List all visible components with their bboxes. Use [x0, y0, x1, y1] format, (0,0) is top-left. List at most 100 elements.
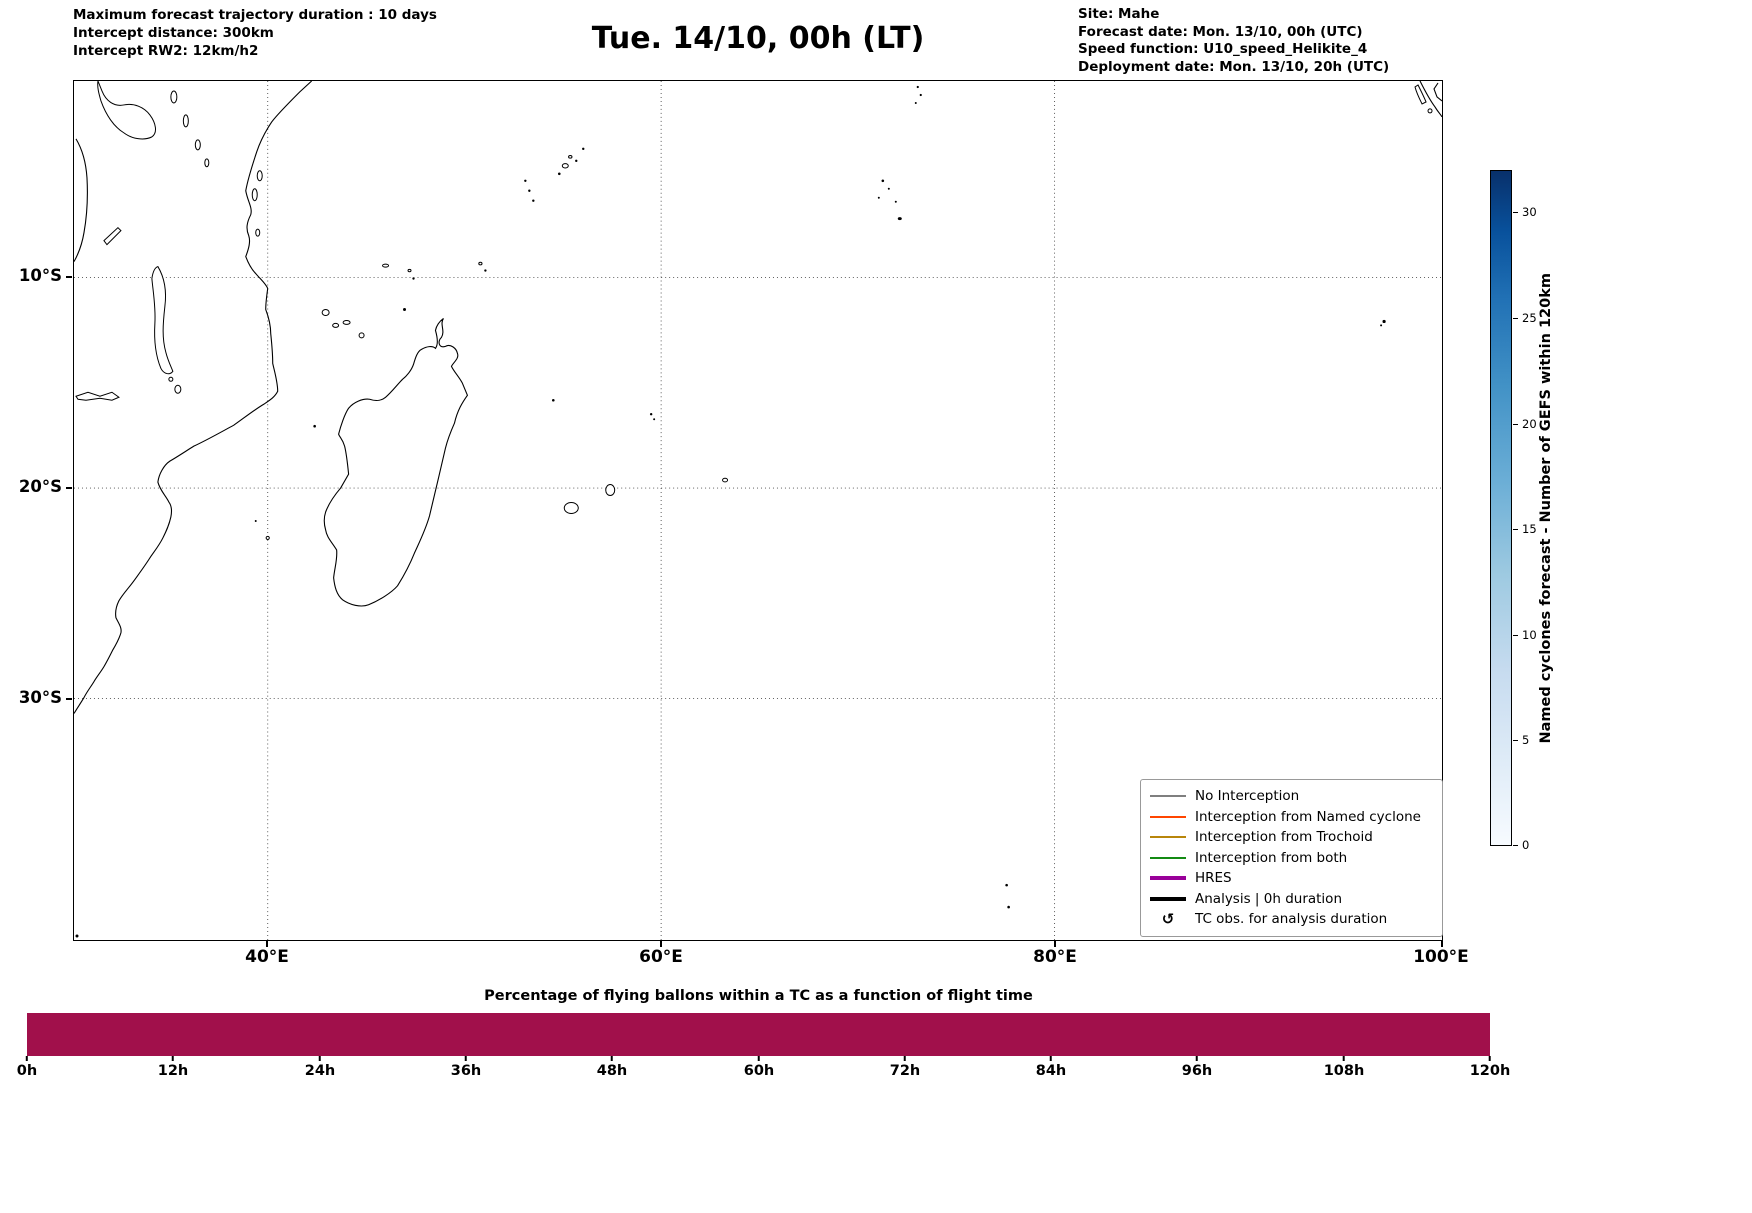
mayotte-island [358, 332, 365, 339]
colorbar-label: Named cyclones forecast - Number of GEFS… [1538, 272, 1554, 744]
bottom-tick: 120h [1469, 1056, 1511, 1079]
lake-tanganyika-shore [74, 138, 88, 262]
lake-chilwa [174, 384, 182, 394]
y-tick-mark [66, 487, 72, 489]
chagos-island [894, 200, 897, 203]
legend-item-label: No Interception [1195, 788, 1300, 805]
x-tick-label: 80°E [1033, 947, 1077, 967]
max-duration-text: Maximum forecast trajectory duration : 1… [73, 7, 437, 23]
colorbar-tick-label: 5 [1522, 733, 1530, 747]
x-tick-label: 100°E [1413, 947, 1469, 967]
bottom-tick: 12h [157, 1056, 189, 1079]
bottom-tick-label: 12h [157, 1063, 189, 1079]
bottom-tick-mark [1489, 1056, 1491, 1061]
st-brandon-island [653, 418, 656, 421]
maldives-atoll [919, 93, 922, 97]
coastline-sumatra [1419, 81, 1442, 118]
colorbar-tick-label: 15 [1522, 522, 1537, 536]
bottom-tick: 108h [1324, 1056, 1364, 1079]
legend-line-sample [1150, 896, 1186, 901]
colorbar-tick-label: 30 [1522, 205, 1537, 219]
deployment-date-text: Deployment date: Mon. 13/10, 20h (UTC) [1078, 58, 1390, 75]
amsterdam-island [1005, 883, 1008, 887]
lake-malombe [168, 376, 174, 382]
bottom-tick: 96h [1181, 1056, 1213, 1079]
y-tick-label: 30°S [18, 688, 62, 707]
y-tick-mark [66, 276, 72, 278]
speed-function-text: Speed function: U10_speed_Helikite_4 [1078, 41, 1368, 57]
bottom-tick-label: 120h [1469, 1063, 1511, 1079]
coastline-africa [74, 81, 313, 714]
bottom-tick-label: 60h [743, 1063, 775, 1079]
legend-item-named-cyclone: Interception from Named cyclone [1150, 807, 1433, 828]
y-tick-label: 20°S [18, 477, 62, 496]
x-tick-label: 60°E [639, 947, 683, 967]
bottom-tick-mark [171, 1056, 174, 1061]
page-title: Tue. 14/10, 00h (LT) [591, 21, 925, 56]
lakes [74, 81, 210, 401]
rift-lake [170, 90, 178, 104]
la-digue-island [575, 159, 578, 163]
bottom-tick-label: 48h [596, 1063, 628, 1079]
colorbar-tick-mark [1513, 528, 1518, 530]
legend-item-label: Interception from Trochoid [1195, 829, 1373, 846]
zanzibar-island [251, 188, 258, 202]
amirante-island [524, 179, 527, 182]
map-canvas [74, 81, 1442, 940]
bottom-tick-label: 24h [304, 1063, 336, 1079]
silhouette-island [557, 172, 561, 176]
bottom-tick-mark [610, 1056, 613, 1061]
st-brandon-island [649, 413, 653, 416]
colorbar-tick-label: 0 [1522, 838, 1530, 852]
x-tick-mark [1441, 941, 1443, 947]
bottom-tick-mark [1343, 1056, 1345, 1061]
mauritius-island [605, 484, 616, 497]
pemba-island [256, 170, 263, 182]
grande-comore-island [321, 308, 330, 316]
legend-item-label: Interception from Named cyclone [1195, 808, 1421, 825]
coastline-sumatra-fragment [1433, 82, 1442, 102]
colorbar-tick-label: 25 [1522, 311, 1537, 325]
legend-line-sample [1150, 795, 1186, 798]
siberut-island [1414, 84, 1427, 105]
corner-speck [75, 934, 79, 938]
legend-item-label: TC obs. for analysis duration [1195, 911, 1388, 928]
forecast-date-text: Forecast date: Mon. 13/10, 00h (UTC) [1078, 23, 1363, 40]
bottom-tick-mark [318, 1056, 321, 1061]
tromelin-island [552, 398, 555, 402]
bottom-tick-label: 36h [450, 1063, 482, 1079]
colorbar-label-wrap: Named cyclones forecast - Number of GEFS… [1538, 170, 1554, 846]
intercept-distance-text: Intercept distance: 300km [73, 25, 274, 41]
gridlines [74, 81, 1442, 940]
legend-item-tc-obs: ↺ TC obs. for analysis duration [1150, 909, 1433, 930]
x-tick-mark [660, 941, 662, 947]
colorbar-tick-mark [1513, 844, 1518, 846]
chagos-island [881, 179, 885, 183]
bottom-tick: 84h [1036, 1056, 1066, 1079]
colorbar-tick: 20 [1513, 417, 1537, 431]
rodrigues-island [722, 477, 729, 483]
legend-item-both: Interception from both [1150, 848, 1433, 869]
colorbar-tick-mark [1513, 423, 1518, 425]
bottom-tick-label: 0h [16, 1063, 38, 1079]
colorbar-tick: 0 [1513, 838, 1529, 852]
bird-island [582, 147, 585, 151]
rift-lake [204, 158, 210, 168]
legend-line-sample [1150, 856, 1186, 859]
chagos-island [877, 196, 880, 199]
colorbar-tick: 30 [1513, 205, 1537, 219]
farquhar-atoll [478, 261, 483, 266]
islands-outlined [251, 84, 1433, 541]
colorbar-tick: 25 [1513, 311, 1537, 325]
bottom-tick: 0h [17, 1056, 37, 1079]
bottom-tick-mark [1195, 1056, 1198, 1061]
chagos-island [887, 187, 890, 190]
legend-box: No Interception Interception from Named … [1140, 779, 1443, 937]
intercept-rw2-text: Intercept RW2: 12km/h2 [73, 43, 259, 59]
bassas-da-india [254, 519, 257, 522]
site-text: Site: Mahe [1078, 6, 1160, 22]
bottom-tick-label: 96h [1181, 1063, 1213, 1079]
bottom-tick-mark [1049, 1056, 1052, 1061]
moheli-island [332, 322, 340, 328]
